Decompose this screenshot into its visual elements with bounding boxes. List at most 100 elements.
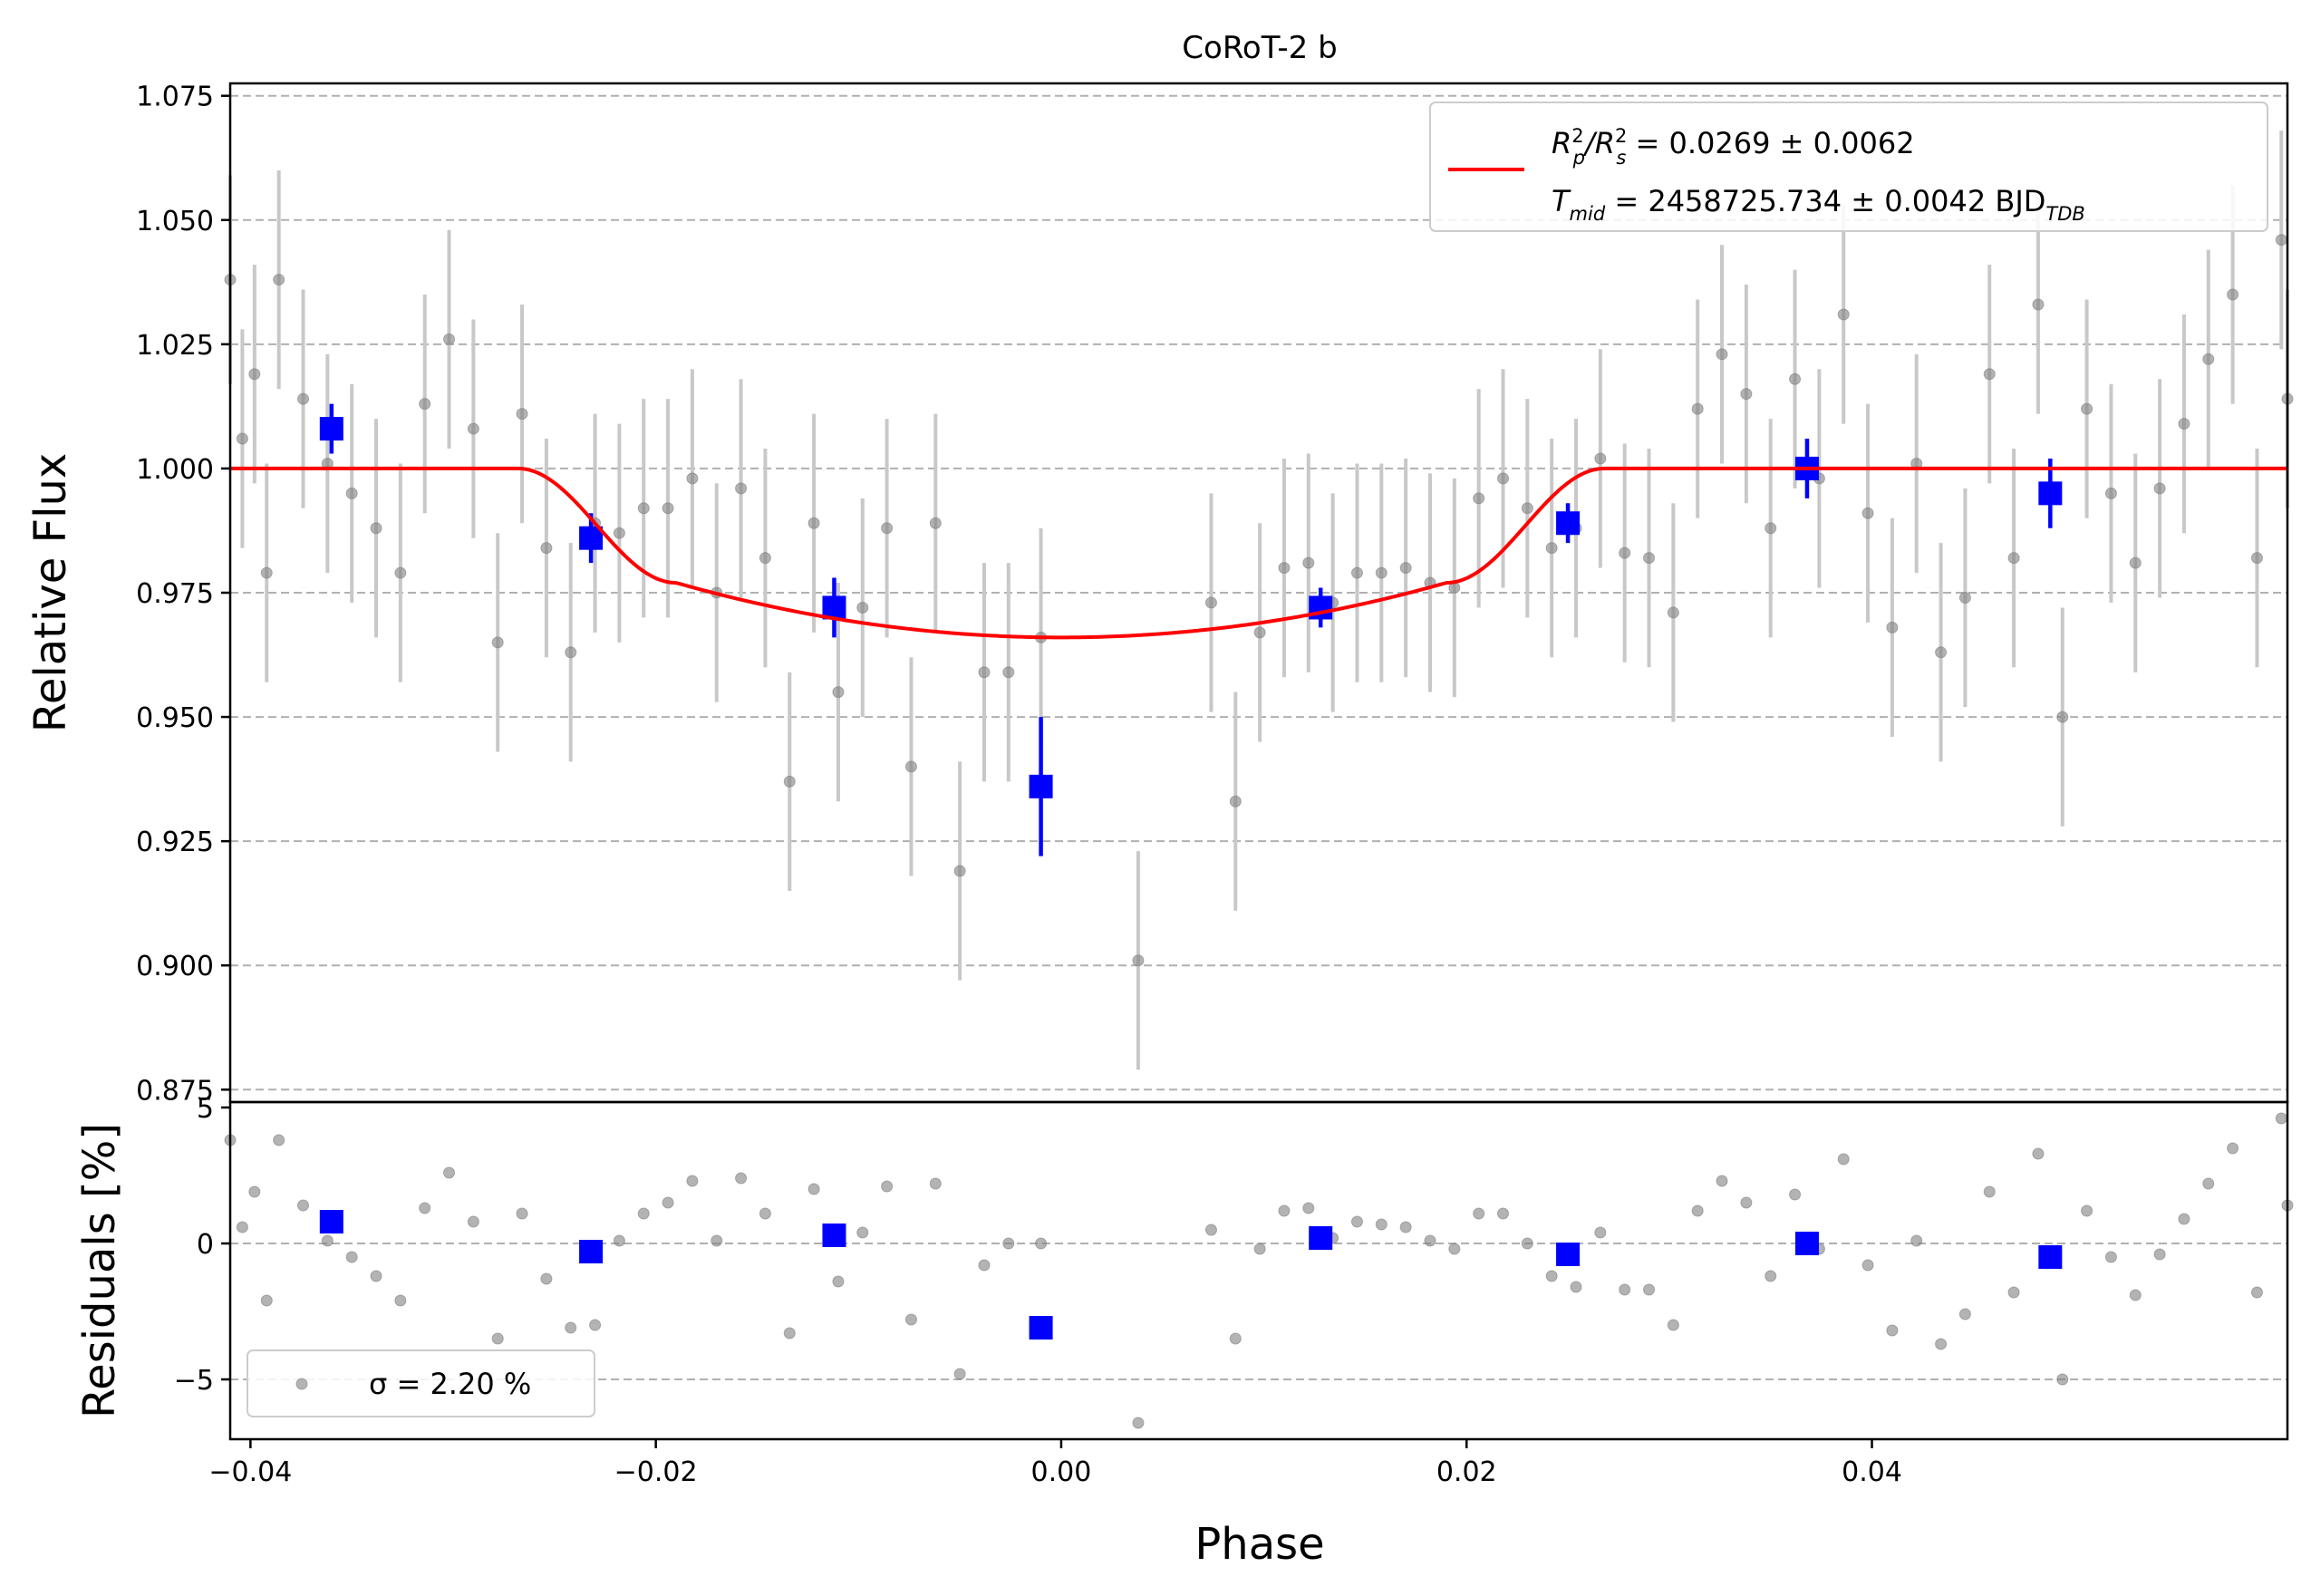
residual-binned-point (1029, 1316, 1053, 1340)
residual-raw-point (260, 1294, 273, 1307)
residual-raw-point (783, 1327, 796, 1340)
legend-mid-time: Tmid = 2458725.734 ± 0.0042 BJDTDB (1552, 184, 2085, 225)
raw-point (1350, 566, 1363, 579)
binned-point (1556, 511, 1581, 536)
raw-point (2056, 711, 2069, 723)
residuals-y-ticks: −5 0 5 (174, 1093, 230, 1397)
residual-raw-point (1375, 1218, 1388, 1231)
raw-point (2081, 402, 2093, 415)
residual-raw-point (1619, 1283, 1631, 1296)
residuals-frame (228, 1100, 2289, 1441)
residual-raw-point (1691, 1204, 1704, 1217)
main-y-tick-label: 1.075 (136, 82, 214, 113)
x-tick-label: −0.04 (208, 1456, 292, 1488)
residual-binned-point (822, 1224, 846, 1247)
binned-point (2038, 481, 2063, 506)
raw-point (759, 552, 771, 565)
main-legend: R2 p/R2 s = 0.0269 ± 0.0062 Tmid = 2458725… (1429, 102, 2268, 232)
residual-raw-point (2056, 1373, 2069, 1386)
raw-point (540, 542, 553, 555)
residual-raw-point (978, 1259, 991, 1272)
residual-raw-point (1278, 1204, 1291, 1217)
residuals-panel: −5 0 5 −0.04 −0.02 0.00 0.02 0.04 Residuals [%… (74, 1093, 2294, 1570)
raw-point (248, 368, 261, 381)
residual-raw-point (565, 1321, 577, 1334)
binned-point (319, 417, 343, 441)
residual-raw-point (2081, 1204, 2093, 1217)
raw-point (1496, 472, 1509, 485)
raw-point (443, 333, 456, 345)
residual-raw-point (2129, 1289, 2142, 1301)
residual-raw-point (735, 1172, 748, 1185)
main-legend-box (1429, 102, 2268, 232)
raw-point (1789, 372, 1802, 385)
residual-raw-point (1886, 1324, 1899, 1337)
raw-point (1302, 556, 1315, 569)
residuals-legend: σ = 2.20 % (247, 1349, 595, 1417)
residual-raw-point (1716, 1175, 1728, 1187)
raw-point (273, 274, 285, 286)
residual-raw-point (1570, 1281, 1582, 1293)
residual-raw-point (2202, 1177, 2215, 1190)
raw-point (807, 517, 820, 529)
residual-binned-point (1556, 1243, 1581, 1266)
raw-point (467, 422, 479, 435)
residual-raw-point (1002, 1237, 1015, 1250)
chart-title: CoRoT-2 b (1182, 30, 1337, 66)
raw-point (881, 522, 894, 535)
raw-point (2275, 234, 2287, 247)
raw-point (637, 502, 650, 515)
residual-raw-point (443, 1166, 456, 1179)
raw-point (1740, 388, 1753, 401)
residual-raw-point (1521, 1237, 1533, 1250)
residual-raw-point (273, 1134, 285, 1146)
residual-raw-point (1545, 1270, 1558, 1282)
raw-point (1545, 542, 1558, 555)
x-tick-label: −0.02 (614, 1456, 698, 1488)
raw-point (1229, 795, 1242, 808)
residual-raw-point (1983, 1185, 1996, 1198)
residuals-y-tick-label: 5 (197, 1093, 214, 1125)
residual-raw-point (856, 1226, 869, 1239)
main-y-tick-label: 0.925 (136, 827, 214, 858)
residual-raw-point (832, 1275, 845, 1288)
raw-point (1667, 606, 1679, 619)
raw-point (1253, 626, 1266, 639)
raw-point (1002, 666, 1015, 679)
residual-raw-point (321, 1234, 334, 1247)
raw-point (1886, 621, 1899, 634)
residual-raw-point (345, 1251, 358, 1263)
transit-model-curve (230, 466, 2287, 640)
raw-point (856, 601, 869, 614)
residual-binned-point (579, 1240, 604, 1263)
raw-point (2250, 552, 2263, 565)
raw-point (1473, 492, 1485, 505)
residual-raw-point (1496, 1207, 1509, 1220)
main-y-tick-label: 1.025 (136, 330, 214, 362)
residual-raw-point (1594, 1226, 1607, 1239)
raw-point (953, 865, 966, 877)
raw-point (1375, 566, 1388, 579)
main-y-axis-label: Relative Flux (25, 453, 76, 733)
residual-raw-point (1861, 1259, 1874, 1272)
raw-point (491, 636, 504, 649)
residual-raw-point (613, 1234, 625, 1247)
residual-raw-point (1740, 1196, 1753, 1209)
residual-raw-point (1643, 1283, 1656, 1296)
raw-point (297, 392, 310, 405)
residual-raw-point (662, 1196, 674, 1209)
raw-point (565, 646, 577, 659)
raw-point (1765, 522, 1777, 535)
main-y-tick-label: 0.975 (136, 578, 214, 610)
residual-raw-point (2153, 1248, 2166, 1261)
residual-raw-point (1204, 1224, 1217, 1236)
residuals-raw-points (224, 1112, 2294, 1429)
residual-raw-point (419, 1202, 431, 1214)
main-raw-errorbars (228, 131, 2289, 1070)
residual-raw-point (516, 1207, 528, 1220)
residual-raw-point (1253, 1243, 1266, 1255)
residual-raw-point (1910, 1234, 1923, 1247)
residual-binned-point (1794, 1232, 1819, 1255)
residual-raw-point (807, 1183, 820, 1195)
residual-raw-point (1789, 1188, 1802, 1201)
